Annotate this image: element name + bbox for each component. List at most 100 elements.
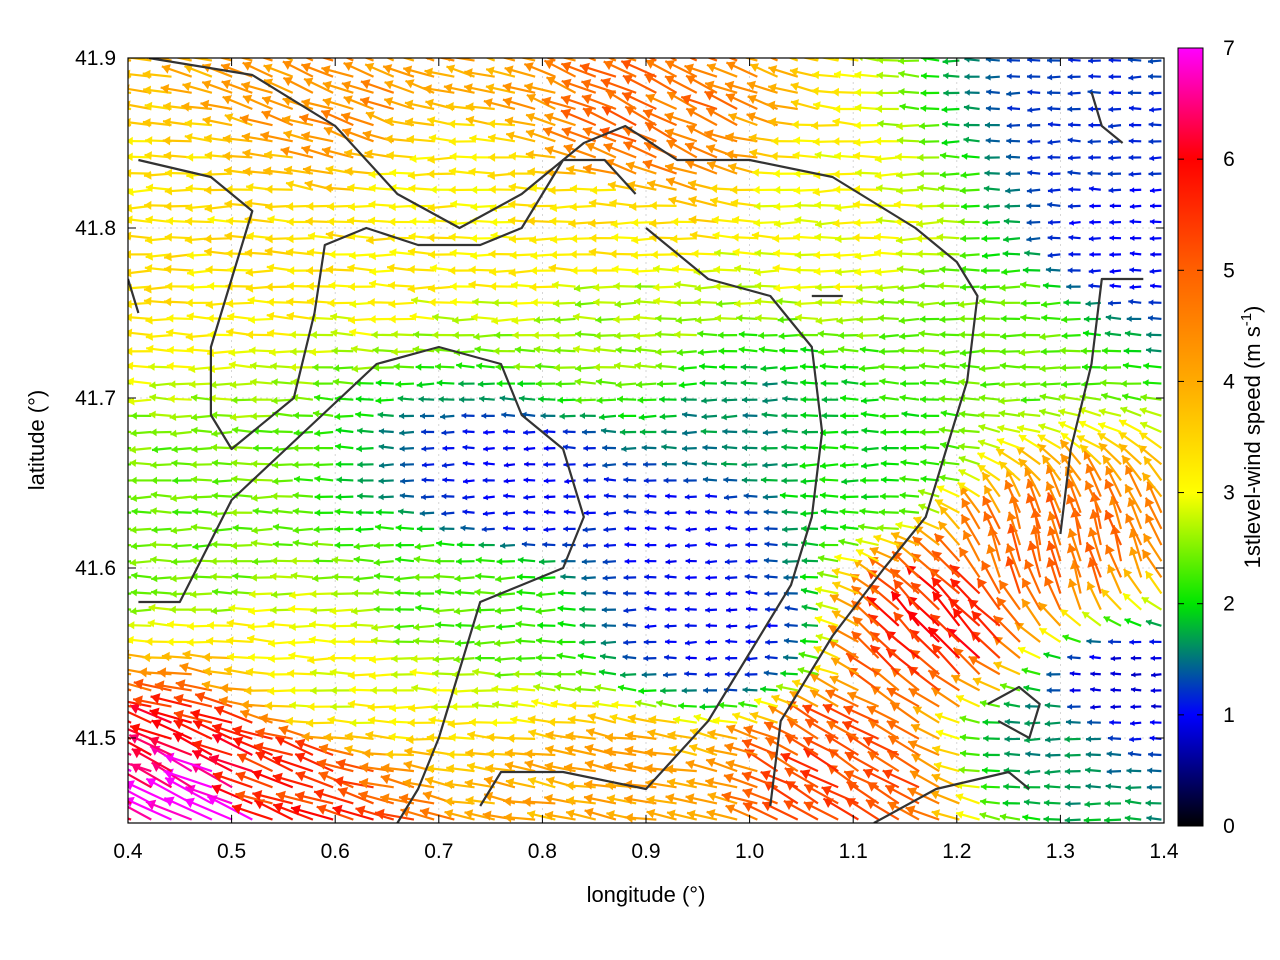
wind-vector bbox=[522, 796, 556, 807]
wind-vector bbox=[1143, 362, 1162, 370]
wind-vector bbox=[890, 590, 920, 627]
wind-vector bbox=[450, 702, 475, 711]
wind-vector bbox=[394, 605, 414, 614]
wind-vector bbox=[524, 461, 536, 467]
wind-vector bbox=[955, 793, 980, 805]
x-tick-label: 0.7 bbox=[424, 840, 453, 863]
wind-vector bbox=[569, 701, 596, 710]
wind-vector bbox=[1110, 704, 1122, 710]
wind-vector bbox=[412, 637, 435, 645]
wind-vector bbox=[513, 362, 536, 371]
wind-vector bbox=[1047, 526, 1062, 562]
wind-vector bbox=[685, 558, 697, 564]
wind-vector bbox=[705, 777, 738, 789]
wind-vector bbox=[452, 316, 475, 325]
colorbar-tick-label: 7 bbox=[1223, 37, 1235, 60]
wind-vector bbox=[191, 572, 212, 581]
wind-vector bbox=[456, 541, 475, 549]
wind-vector bbox=[1047, 170, 1061, 177]
wind-vector bbox=[1047, 139, 1061, 146]
wind-vector bbox=[800, 411, 819, 419]
wind-vector bbox=[665, 542, 677, 549]
wind-vector bbox=[841, 720, 880, 740]
wind-vector bbox=[226, 619, 253, 628]
wind-vector bbox=[738, 346, 758, 354]
wind-vector bbox=[128, 253, 132, 256]
wind-vector bbox=[649, 201, 677, 211]
wind-vector bbox=[495, 575, 516, 583]
wind-vector bbox=[998, 380, 1021, 389]
wind-vector bbox=[264, 701, 293, 711]
wind-vector bbox=[1064, 752, 1081, 759]
wind-vector bbox=[804, 718, 839, 740]
wind-vector bbox=[980, 283, 1000, 291]
wind-vector bbox=[890, 531, 920, 547]
wind-vector bbox=[128, 361, 152, 371]
wind-vector bbox=[1022, 814, 1041, 822]
wind-vector bbox=[624, 541, 637, 548]
wind-vector bbox=[959, 485, 981, 514]
wind-vector bbox=[741, 461, 758, 468]
wind-vector bbox=[192, 507, 213, 516]
wind-vector bbox=[544, 745, 576, 757]
wind-vector bbox=[898, 346, 920, 355]
wind-vector bbox=[191, 739, 233, 757]
wind-vector bbox=[584, 493, 596, 500]
wind-vector bbox=[820, 524, 839, 532]
wind-vector bbox=[334, 412, 354, 421]
wind-vector bbox=[683, 477, 697, 484]
wind-vector bbox=[1081, 611, 1102, 627]
wind-vector bbox=[680, 396, 697, 403]
wind-vector bbox=[1067, 169, 1081, 176]
wind-vector bbox=[918, 362, 940, 370]
wind-vector bbox=[321, 65, 354, 78]
wind-vector bbox=[678, 381, 697, 389]
wind-vector bbox=[980, 267, 1000, 275]
wind-vector bbox=[1109, 719, 1122, 726]
wind-vector bbox=[898, 507, 920, 516]
wind-vector bbox=[603, 493, 617, 499]
wind-vector bbox=[794, 265, 819, 275]
wind-vector bbox=[634, 282, 657, 291]
wind-vector bbox=[1084, 800, 1101, 808]
wind-vector bbox=[875, 184, 899, 193]
wind-vector bbox=[1047, 105, 1061, 112]
wind-vector bbox=[488, 185, 515, 194]
wind-vector bbox=[541, 96, 576, 111]
wind-vector bbox=[986, 544, 1001, 578]
wind-vector bbox=[484, 58, 496, 62]
colorbar-tick-label: 1 bbox=[1223, 704, 1235, 727]
wind-vector bbox=[309, 589, 334, 599]
wind-vector bbox=[1062, 634, 1081, 643]
wind-vector bbox=[995, 448, 1021, 466]
wind-vector bbox=[1105, 465, 1122, 498]
wind-vector bbox=[1127, 497, 1143, 530]
y-axis-ticks: 41.541.641.741.841.9 bbox=[75, 47, 1164, 750]
wind-vector bbox=[941, 139, 960, 147]
wind-vector bbox=[705, 656, 718, 662]
wind-vector bbox=[1065, 719, 1081, 726]
wind-vector bbox=[370, 636, 394, 645]
wind-vector bbox=[272, 523, 293, 531]
wind-vector bbox=[644, 121, 678, 143]
wind-vector bbox=[744, 671, 758, 678]
wind-vector bbox=[760, 476, 778, 484]
wind-vector bbox=[964, 73, 980, 80]
wind-vector bbox=[814, 233, 839, 242]
wind-vector bbox=[566, 165, 596, 175]
wind-vector bbox=[852, 200, 879, 209]
wind-vector bbox=[981, 471, 1001, 498]
wind-vector bbox=[265, 184, 293, 194]
wind-vector bbox=[644, 558, 657, 564]
wind-vector bbox=[428, 715, 455, 725]
wind-vector bbox=[370, 686, 394, 695]
wind-vector bbox=[917, 488, 940, 498]
wind-vector bbox=[711, 215, 738, 225]
wind-vector bbox=[470, 234, 495, 243]
wind-vector bbox=[705, 541, 718, 548]
wind-vector bbox=[443, 83, 475, 94]
wind-vector bbox=[560, 573, 576, 580]
wind-vector bbox=[705, 745, 738, 757]
wind-vector bbox=[503, 445, 515, 452]
wind-vector bbox=[579, 412, 596, 419]
